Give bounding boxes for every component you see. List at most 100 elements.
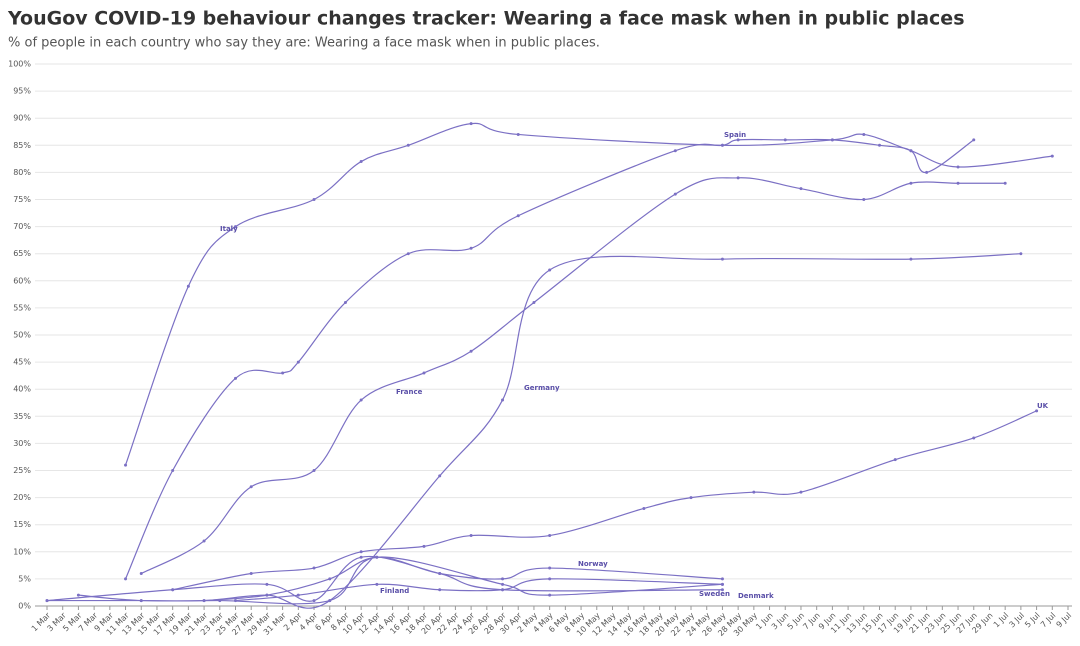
data-point xyxy=(328,599,332,603)
data-point xyxy=(469,534,473,538)
data-point xyxy=(501,398,505,402)
data-point xyxy=(265,593,269,597)
data-point xyxy=(359,550,363,554)
data-point xyxy=(359,398,363,402)
data-point xyxy=(375,582,379,586)
data-point xyxy=(1019,252,1023,256)
data-point xyxy=(312,198,316,201)
data-point xyxy=(548,577,552,581)
series-label: UK xyxy=(1037,402,1049,410)
data-point xyxy=(469,122,473,126)
series-label: Italy xyxy=(220,225,238,233)
data-point xyxy=(736,176,740,180)
data-point xyxy=(1050,154,1054,158)
data-point xyxy=(799,490,803,494)
y-tick-label: 5% xyxy=(18,574,31,583)
data-point xyxy=(720,582,724,586)
data-point xyxy=(862,198,866,201)
y-tick-label: 95% xyxy=(13,87,31,96)
data-point xyxy=(972,138,976,142)
data-point xyxy=(233,376,237,380)
data-point xyxy=(218,599,222,603)
data-point xyxy=(501,577,505,581)
data-point xyxy=(438,474,442,478)
data-point xyxy=(359,160,363,164)
data-point xyxy=(720,588,724,592)
data-point xyxy=(422,371,426,375)
y-tick-label: 50% xyxy=(13,331,31,340)
series-label: Spain xyxy=(724,131,746,139)
x-tick-label: 3 Jun xyxy=(770,611,791,632)
data-point xyxy=(469,246,473,250)
data-point xyxy=(642,506,646,510)
data-point xyxy=(720,257,724,261)
series-line xyxy=(124,138,975,580)
data-point xyxy=(548,566,552,570)
data-point xyxy=(972,436,976,440)
data-point xyxy=(139,599,143,603)
data-point xyxy=(893,458,897,462)
data-point xyxy=(909,149,913,153)
data-point xyxy=(548,593,552,597)
data-point xyxy=(673,192,677,196)
data-point xyxy=(359,555,363,559)
series-label: Norway xyxy=(578,560,608,568)
data-point xyxy=(171,588,175,592)
series-label: Denmark xyxy=(738,592,774,600)
data-point xyxy=(312,469,316,472)
data-point xyxy=(343,300,347,304)
y-tick-label: 70% xyxy=(13,222,31,231)
y-tick-label: 85% xyxy=(13,141,31,150)
y-tick-label: 65% xyxy=(13,249,31,258)
series-line xyxy=(78,556,723,605)
y-tick-label: 100% xyxy=(8,60,31,69)
data-point xyxy=(956,181,960,185)
y-tick-label: 25% xyxy=(13,466,31,475)
data-point xyxy=(532,300,536,304)
data-point xyxy=(830,138,834,142)
data-point xyxy=(45,599,49,603)
y-tick-label: 90% xyxy=(13,114,31,123)
y-tick-label: 75% xyxy=(13,195,31,204)
data-point xyxy=(720,143,724,147)
data-point xyxy=(265,582,269,586)
x-tick-label: 5 Jun xyxy=(786,611,807,632)
series-line xyxy=(140,177,1006,575)
y-tick-label: 40% xyxy=(13,385,31,394)
series-line xyxy=(124,122,1053,466)
y-tick-label: 55% xyxy=(13,303,31,312)
data-point xyxy=(124,577,128,581)
series-label: Sweden xyxy=(699,590,730,598)
data-point xyxy=(501,582,505,586)
data-point xyxy=(438,571,442,575)
x-tick-label: 7 Jul xyxy=(1039,611,1058,630)
data-point xyxy=(406,143,410,147)
series-label: Germany xyxy=(524,384,560,392)
series-label: Finland xyxy=(380,587,409,595)
x-tick-label: 7 Jun xyxy=(801,611,822,632)
data-point xyxy=(752,490,756,494)
data-point xyxy=(328,577,332,581)
data-point xyxy=(956,165,960,169)
chart-title: YouGov COVID-19 behaviour changes tracke… xyxy=(7,8,965,30)
data-point xyxy=(878,143,882,147)
data-point xyxy=(783,138,787,142)
data-point xyxy=(516,214,520,218)
data-point xyxy=(548,268,552,272)
data-point xyxy=(736,138,740,142)
series-line xyxy=(47,253,1021,609)
data-point xyxy=(925,170,929,174)
y-tick-label: 0% xyxy=(18,602,31,611)
x-tick-label: 3 Jul xyxy=(1007,611,1026,630)
data-point xyxy=(296,593,300,597)
data-point xyxy=(406,252,410,256)
data-point xyxy=(909,257,913,261)
data-point xyxy=(689,496,693,500)
data-point xyxy=(296,360,300,364)
data-point xyxy=(469,349,473,353)
data-point xyxy=(124,463,128,467)
chart-subtitle: % of people in each country who say they… xyxy=(8,36,600,51)
data-point xyxy=(312,599,316,603)
x-tick-label: 1 Jun xyxy=(754,611,775,632)
